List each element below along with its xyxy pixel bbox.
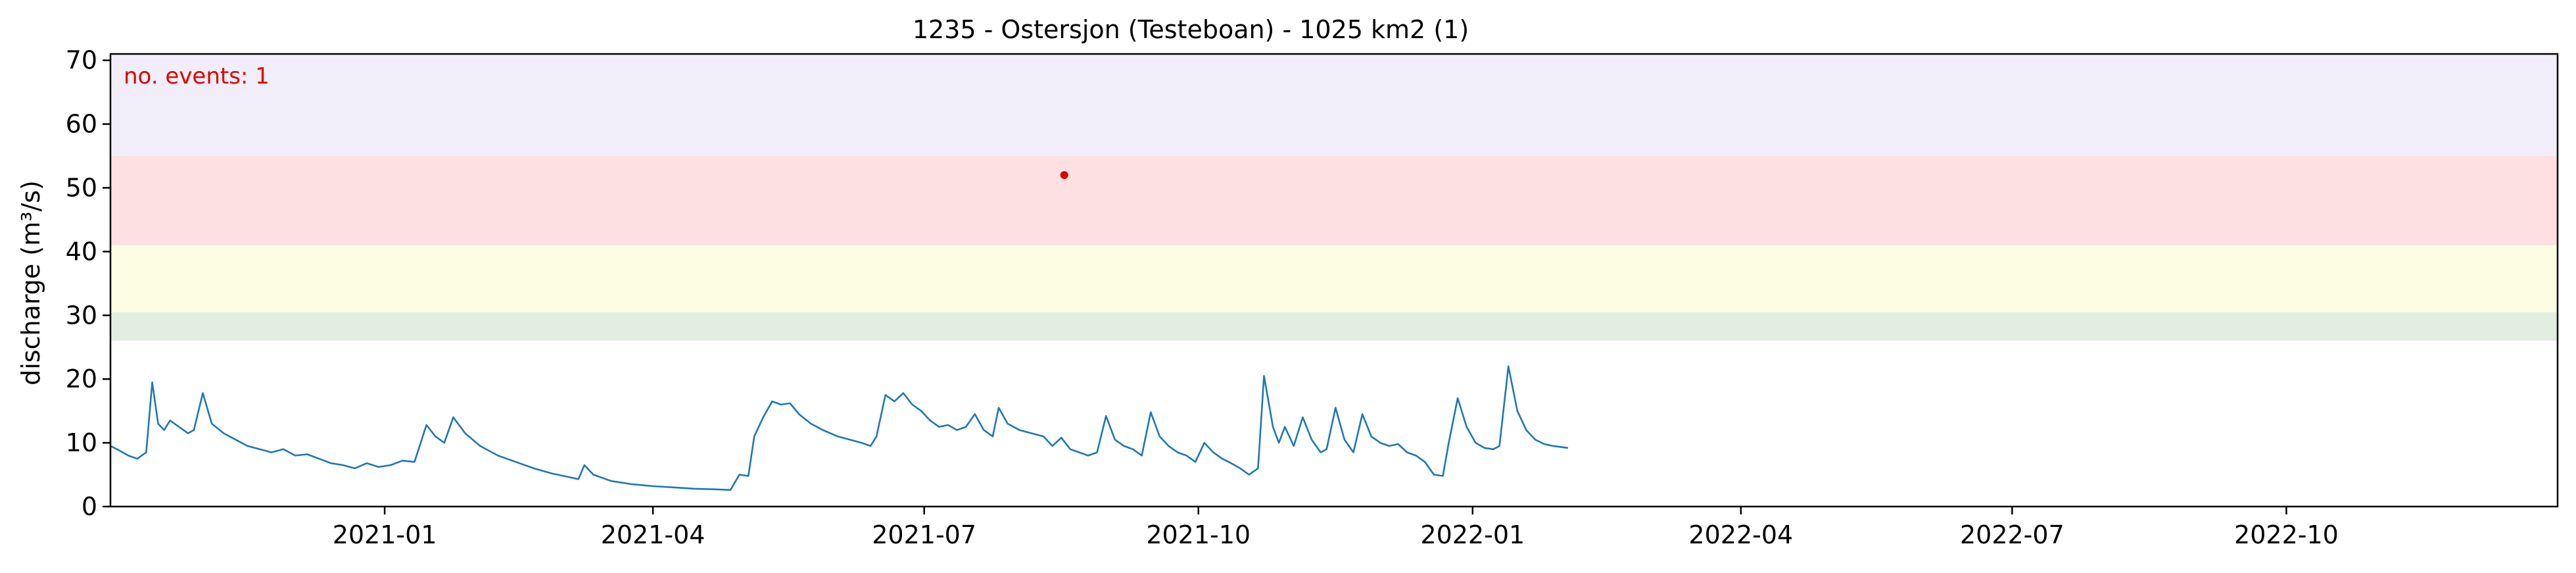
- x-tick-label: 2021-07: [872, 520, 976, 549]
- threshold-band-3: [110, 54, 2558, 157]
- x-tick-label: 2021-10: [1146, 520, 1251, 549]
- y-tick-label: 50: [66, 173, 97, 202]
- y-tick-label: 40: [66, 237, 97, 266]
- x-axis-ticks: 2021-01 2021-04 2021-07 2021-10 2022-01 2022-…: [333, 507, 2339, 549]
- x-tick-label: 2022-10: [2234, 520, 2339, 549]
- y-tick-label: 20: [66, 364, 97, 393]
- y-axis-label: discharge (m³/s): [16, 180, 45, 386]
- threshold-bands: [110, 54, 2558, 341]
- threshold-band-2: [110, 156, 2558, 245]
- y-axis-ticks: 0 10 20 30 40 50 60 70: [66, 46, 110, 521]
- y-tick-label: 60: [66, 110, 97, 139]
- event-marker: [1060, 171, 1068, 180]
- x-tick-label: 2021-04: [601, 520, 705, 549]
- y-tick-label: 70: [66, 46, 97, 75]
- x-tick-label: 2021-01: [333, 520, 437, 549]
- x-tick-label: 2022-04: [1688, 520, 1793, 549]
- y-tick-label: 0: [82, 492, 97, 521]
- threshold-band-1: [110, 245, 2558, 312]
- chart-title: 1235 - Ostersjon (Testeboan) - 1025 km2 …: [913, 15, 1469, 44]
- discharge-series-line: [110, 365, 1569, 491]
- events-annotation: no. events: 1: [124, 63, 270, 89]
- plot-frame: [109, 53, 2559, 508]
- y-tick-label: 30: [66, 301, 97, 330]
- threshold-band-0: [110, 312, 2558, 341]
- x-tick-label: 2022-07: [1960, 520, 2064, 549]
- x-tick-label: 2022-01: [1420, 520, 1525, 549]
- y-tick-label: 10: [66, 428, 97, 457]
